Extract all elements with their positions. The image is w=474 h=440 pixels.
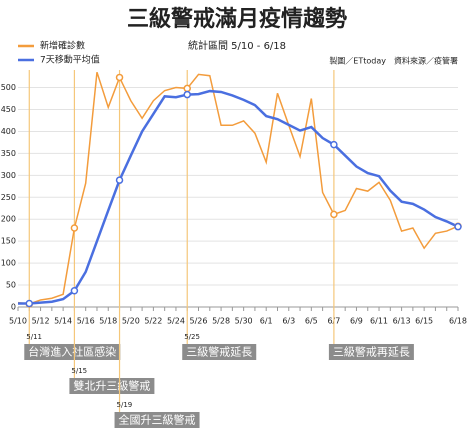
y-tick-label: 300 xyxy=(1,171,16,180)
annotation-box xyxy=(328,344,414,360)
point-marker xyxy=(330,140,338,149)
point-marker xyxy=(115,73,124,82)
point-marker xyxy=(183,84,191,93)
point-marker xyxy=(330,210,338,219)
x-tick-label: 5/10 xyxy=(9,317,27,326)
annotation-text: 台灣進入社區感染 xyxy=(28,345,116,359)
source: 製圖／ETtoday 資料來源／疫管署 xyxy=(329,56,458,66)
x-tick-label: 5/16 xyxy=(77,317,95,326)
annotation-date: 5/11 xyxy=(26,333,42,341)
y-tick-label: 350 xyxy=(1,149,16,158)
series-line xyxy=(18,89,459,305)
x-tick-label: 6/5 xyxy=(305,317,318,326)
annotation-date: 5/25 xyxy=(184,333,200,341)
y-tick-label: 500 xyxy=(1,83,16,92)
annotation-text: 三級警戒延長 xyxy=(186,345,252,359)
x-tick-label: 6/13 xyxy=(393,317,411,326)
point-marker xyxy=(115,176,124,184)
annotations: 台灣進入社區感染 5/11 雙北升三級警戒 5/15 全國升三級警戒 5/19 三級警戒延長… xyxy=(24,70,414,428)
subtitle: 統計區間 5/10 - 6/18 xyxy=(188,39,286,52)
point-marker xyxy=(183,90,191,99)
annotation-box xyxy=(182,344,257,360)
annotation-box xyxy=(69,378,155,394)
y-tick-label: 100 xyxy=(1,259,16,268)
y-tick-label: 450 xyxy=(1,105,16,114)
x-tick-label: 6/1 xyxy=(260,317,273,326)
y-tick-label: 0 xyxy=(11,303,16,312)
legend-label: 7天移動平均值 xyxy=(40,54,100,66)
annotation: 台灣進入社區感染 5/11 xyxy=(24,70,121,360)
y-tick-label: 50 xyxy=(6,281,16,290)
x-tick-label: 5/30 xyxy=(235,317,253,326)
x-tick-label: 6/18 xyxy=(449,317,467,326)
x-tick-label: 5/24 xyxy=(167,317,185,326)
annotation-box xyxy=(114,412,200,428)
annotation-text: 三級警戒再延長 xyxy=(333,345,410,359)
annotation: 三級警戒延長 5/25 xyxy=(182,70,257,360)
x-tick-label: 6/9 xyxy=(350,317,363,326)
y-tick-label: 400 xyxy=(1,127,16,136)
x-tick-label: 6/3 xyxy=(282,317,295,326)
annotation-text: 雙北升三級警戒 xyxy=(73,379,150,393)
x-tick-label: 5/26 xyxy=(190,317,208,326)
y-tick-label: 200 xyxy=(1,215,16,224)
annotation: 雙北升三級警戒 5/15 xyxy=(69,70,155,394)
x-tick-label: 5/12 xyxy=(32,317,50,326)
y-tick-label: 250 xyxy=(1,193,16,202)
annotation: 三級警戒再延長 xyxy=(328,70,414,360)
x-tick-label: 5/28 xyxy=(212,317,230,326)
x-tick-label: 5/20 xyxy=(122,317,140,326)
annotation-text: 全國升三級警戒 xyxy=(119,413,196,427)
point-marker xyxy=(70,287,79,295)
annotation-date: 5/15 xyxy=(71,367,87,375)
x-tick-label: 5/14 xyxy=(54,317,72,326)
y-tick-label: 150 xyxy=(1,237,16,246)
point-marker xyxy=(70,224,79,232)
annotation-date: 5/19 xyxy=(117,401,133,409)
chart-title: 三級警戒滿月疫情趨勢 xyxy=(127,6,347,32)
annotation: 全國升三級警戒 5/19 xyxy=(114,70,200,428)
x-tick-label: 5/18 xyxy=(99,317,117,326)
legend-label: 新增確診數 xyxy=(40,40,85,52)
series-line xyxy=(17,71,459,305)
point-marker xyxy=(25,299,34,308)
annotation-box xyxy=(24,344,121,360)
point-marker xyxy=(454,222,462,231)
x-tick-label: 6/11 xyxy=(370,317,388,326)
x-tick-label: 5/22 xyxy=(144,317,162,326)
x-tick-label: 6/15 xyxy=(415,317,433,326)
